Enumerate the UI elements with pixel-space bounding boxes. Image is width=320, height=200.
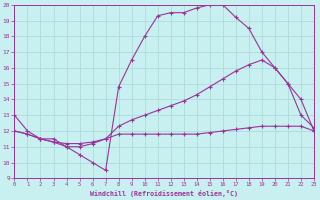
X-axis label: Windchill (Refroidissement éolien,°C): Windchill (Refroidissement éolien,°C) — [90, 190, 238, 197]
